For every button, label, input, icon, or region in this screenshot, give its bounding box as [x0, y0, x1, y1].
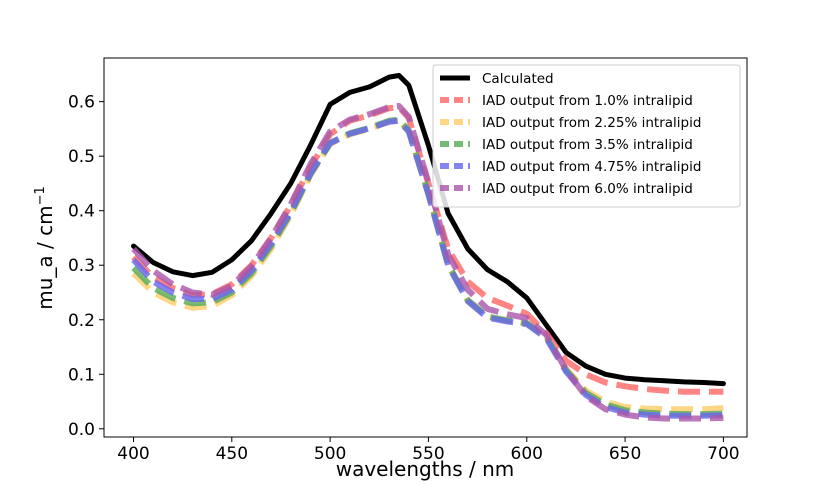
axes [103, 57, 748, 438]
x-tick-label: 500 [314, 444, 346, 464]
legend-items: Calculated IAD output from 1.0% intralipi… [440, 71, 701, 197]
y-tick-label: 0.0 [68, 420, 95, 440]
legend-label-6: IAD output from 6.0% intralipid [482, 181, 693, 197]
x-tick-label: 600 [511, 444, 543, 464]
legend-label-1: Calculated [482, 71, 554, 87]
series-layer [131, 73, 726, 422]
x-tick-label: 650 [609, 444, 641, 464]
x-tick-label: 450 [216, 444, 248, 464]
y-axis-label-superscript: −1 [33, 186, 48, 205]
plot-frame [103, 57, 748, 438]
series-line-6 [131, 103, 724, 422]
x-axis-ticks: 400 450 500 550 600 650 700 [117, 437, 740, 464]
series-line-1 [131, 73, 726, 387]
y-axis-label: mu_a / cm−1 [33, 186, 57, 310]
legend-label-4: IAD output from 3.5% intralipid [482, 137, 693, 153]
x-axis-label: wavelengths / nm [336, 457, 515, 481]
x-tick-label: 400 [117, 444, 149, 464]
x-tick-label: 550 [412, 444, 444, 464]
legend-label-5: IAD output from 4.75% intralipid [482, 159, 701, 175]
y-tick-label: 0.4 [68, 202, 95, 222]
x-tick-label: 700 [707, 444, 739, 464]
legend-label-3: IAD output from 2.25% intralipid [482, 115, 701, 131]
y-tick-label: 0.5 [68, 147, 95, 167]
y-axis-label-text: mu_a / cm [33, 205, 57, 309]
y-tick-label: 0.2 [68, 311, 95, 331]
y-tick-label: 0.3 [68, 256, 95, 276]
y-tick-label: 0.1 [68, 365, 95, 385]
legend-label-2: IAD output from 1.0% intralipid [482, 93, 693, 109]
y-axis-ticks: 0.0 0.1 0.2 0.3 0.4 0.5 0.6 [68, 93, 104, 440]
legend-box [432, 64, 741, 208]
legend: Calculated IAD output from 1.0% intralipi… [432, 64, 741, 208]
y-tick-label: 0.6 [68, 93, 95, 113]
